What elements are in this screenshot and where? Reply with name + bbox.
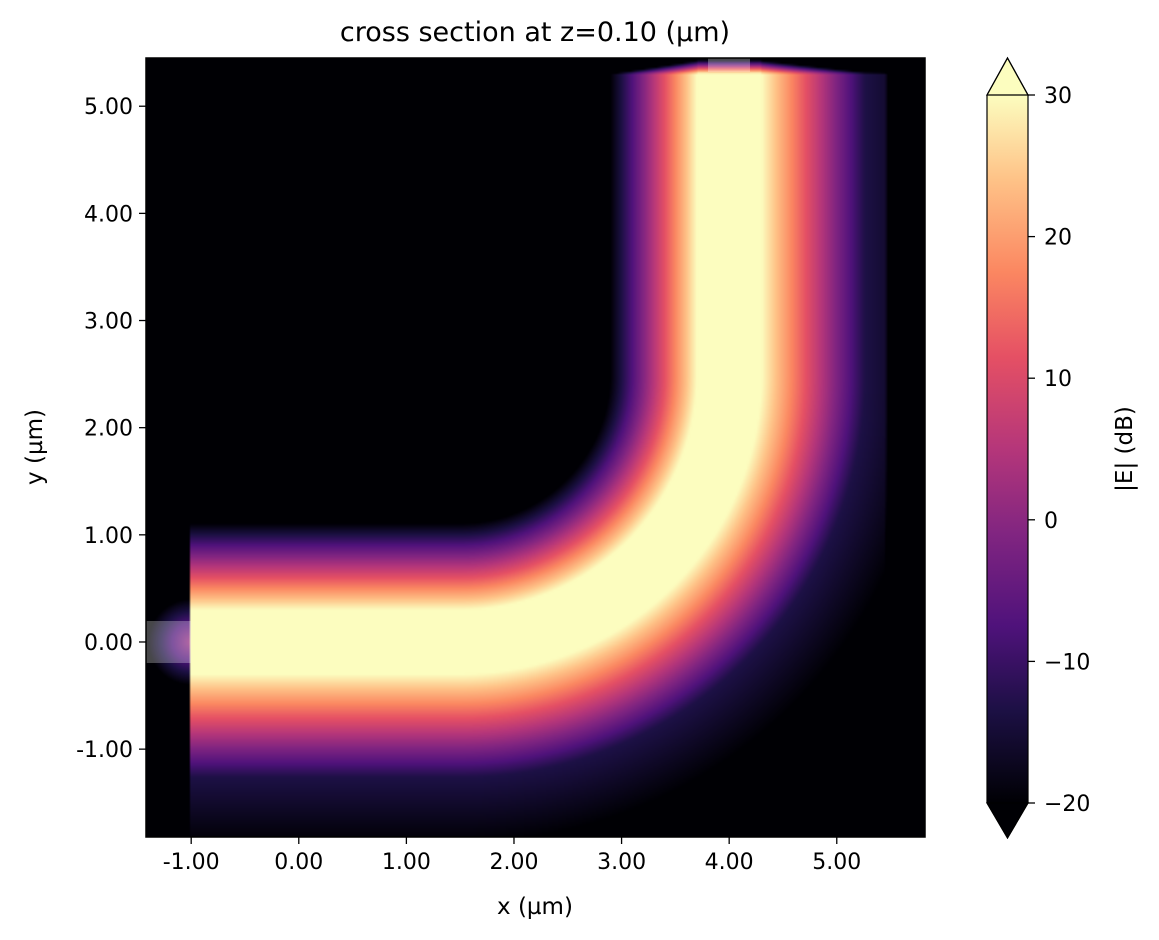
heatmap-area <box>145 57 926 838</box>
output-port-marker <box>708 58 750 72</box>
colorbar-ticks: 30 20 10 0 −10 −20 <box>1028 84 1090 817</box>
x-tick-label: 3.00 <box>597 850 646 875</box>
input-port-marker <box>146 621 191 663</box>
colorbar-extend-top <box>985 56 1030 96</box>
colorbar: 30 20 10 0 −10 −20 |E| (dB) <box>985 56 1138 840</box>
y-axis-label: y (µm) <box>22 409 48 485</box>
colorbar-tick-label: 0 <box>1044 509 1058 534</box>
axes-frame <box>145 57 926 838</box>
x-tick-label: 1.00 <box>382 850 431 875</box>
colorbar-tick-label: 30 <box>1044 84 1072 109</box>
x-axis-ticks: -1.00 0.00 1.00 2.00 3.00 4.00 5.00 <box>163 837 861 875</box>
y-tick-label: 1.00 <box>84 524 133 549</box>
x-tick-label: 2.00 <box>489 850 538 875</box>
chart-title: cross section at z=0.10 (µm) <box>340 17 730 48</box>
colorbar-extend-bottom <box>985 802 1030 840</box>
x-tick-label: 5.00 <box>812 850 861 875</box>
colorbar-tick-label: −20 <box>1044 792 1090 817</box>
colorbar-gradient <box>987 95 1028 803</box>
y-tick-label: 0.00 <box>84 631 133 656</box>
x-tick-label: -1.00 <box>163 850 220 875</box>
y-tick-label: 4.00 <box>84 202 133 227</box>
heatmap-image <box>146 58 925 837</box>
y-axis-ticks: -1.00 0.00 1.00 2.00 3.00 4.00 5.00 <box>76 95 146 763</box>
x-tick-label: 0.00 <box>274 850 323 875</box>
y-tick-label: 2.00 <box>84 417 133 442</box>
y-tick-label: -1.00 <box>76 738 133 763</box>
x-axis-label: x (µm) <box>497 894 573 920</box>
colorbar-tick-label: 10 <box>1044 367 1072 392</box>
colorbar-label: |E| (dB) <box>1112 406 1138 492</box>
y-tick-label: 3.00 <box>84 310 133 335</box>
y-tick-label: 5.00 <box>84 95 133 120</box>
colorbar-tick-label: −10 <box>1044 650 1090 675</box>
colorbar-tick-label: 20 <box>1044 226 1072 251</box>
x-tick-label: 4.00 <box>705 850 754 875</box>
